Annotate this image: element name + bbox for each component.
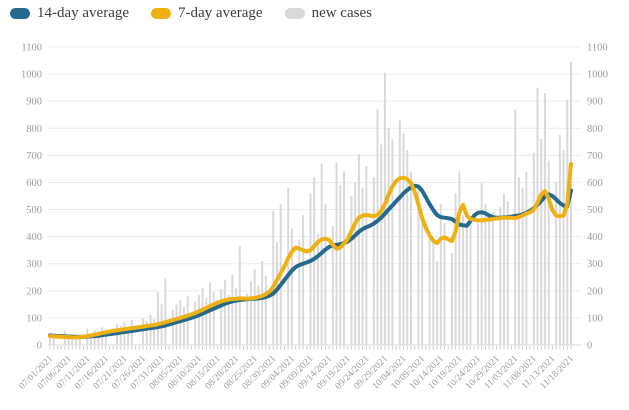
legend-item-new-cases[interactable]: new cases	[284, 5, 372, 21]
new-cases-bars	[49, 61, 572, 346]
svg-text:700: 700	[587, 151, 603, 162]
svg-text:900: 900	[587, 97, 603, 108]
svg-text:900: 900	[26, 97, 42, 108]
legend-label-7-day-average: 7-day average	[178, 5, 263, 21]
svg-text:100: 100	[26, 313, 42, 324]
svg-text:1000: 1000	[21, 70, 42, 81]
svg-text:0: 0	[587, 341, 592, 352]
legend-label-14-day-average: 14-day average	[37, 5, 130, 21]
svg-text:300: 300	[587, 259, 603, 270]
svg-text:500: 500	[26, 205, 42, 216]
7-day-average-swatch-icon	[151, 8, 172, 19]
svg-text:600: 600	[587, 178, 603, 189]
svg-text:400: 400	[26, 232, 42, 243]
svg-text:800: 800	[26, 124, 42, 135]
legend-item-14-day-average[interactable]: 14-day average	[10, 6, 129, 21]
14-day-average-swatch-icon	[10, 8, 30, 19]
x-axis-labels: 07/01/202107/06/202107/11/202107/16/2021…	[17, 354, 576, 392]
svg-text:1000: 1000	[587, 70, 608, 81]
svg-text:200: 200	[26, 286, 42, 297]
svg-text:800: 800	[587, 124, 603, 135]
svg-text:1100: 1100	[587, 43, 608, 54]
y-axis-left: 0 100 200 300 400 500 600 700 800 900 1000 1100	[21, 43, 42, 352]
y-axis-right: 0 100 200 300 400 500 600 700 800 900 1000 1100	[587, 43, 608, 352]
x-axis-day-ticks	[49, 346, 572, 350]
7-day-average-line	[48, 162, 573, 340]
svg-text:500: 500	[587, 205, 603, 216]
svg-text:0: 0	[37, 341, 42, 352]
svg-text:200: 200	[587, 286, 603, 297]
14-day-average-line	[48, 183, 573, 339]
svg-text:300: 300	[26, 259, 42, 270]
svg-text:600: 600	[26, 178, 42, 189]
new-cases-swatch-icon	[284, 8, 305, 19]
svg-text:400: 400	[587, 232, 603, 243]
svg-text:700: 700	[26, 151, 42, 162]
legend-label-new-cases: new cases	[311, 5, 372, 21]
svg-text:1100: 1100	[21, 43, 42, 54]
chart-legend: 14-day average 7-day average new cases	[10, 6, 372, 21]
svg-text:100: 100	[587, 313, 603, 324]
legend-item-7-day-average[interactable]: 7-day average	[151, 6, 263, 21]
